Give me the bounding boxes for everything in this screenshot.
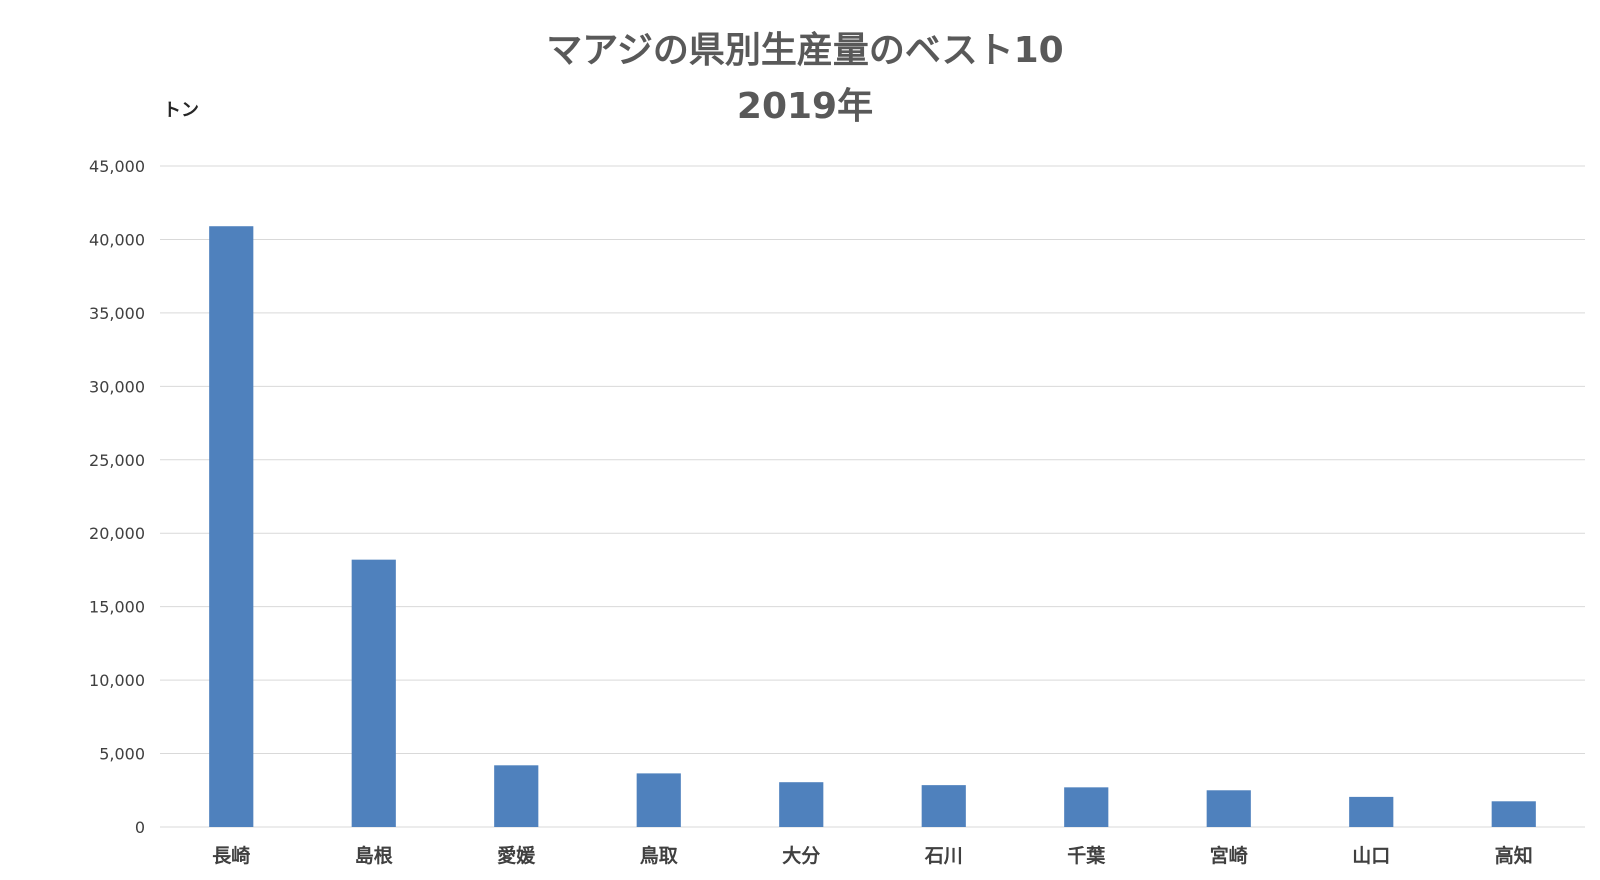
bar [1491, 801, 1536, 827]
y-tick-label: 35,000 [89, 304, 145, 323]
y-tick-label: 20,000 [89, 524, 145, 543]
x-tick-label: 高知 [1495, 844, 1533, 867]
bar [779, 782, 824, 827]
x-tick-label: 大分 [782, 844, 820, 867]
x-tick-label: 愛媛 [497, 844, 536, 867]
y-tick-label: 15,000 [89, 598, 145, 617]
x-tick-label: 鳥取 [640, 844, 678, 867]
bar [636, 773, 681, 827]
chart-subtitle: 2019年 [737, 86, 873, 127]
x-tick-label: 長崎 [212, 844, 250, 867]
x-tick-label: 宮崎 [1210, 844, 1248, 867]
y-tick-label: 30,000 [89, 377, 145, 396]
bar [209, 226, 254, 828]
y-tick-label: 40,000 [89, 230, 145, 249]
x-tick-label: 千葉 [1067, 845, 1106, 867]
bar [1064, 787, 1109, 827]
x-tick-label: 島根 [355, 844, 393, 867]
x-axis-ticks: 長崎 島根 愛媛 鳥取 大分 石川 千葉 宮崎 山口 高知 [212, 844, 1533, 867]
bar [494, 765, 539, 827]
y-tick-label: 25,000 [89, 451, 145, 470]
y-tick-label: 5,000 [99, 745, 145, 764]
y-tick-label: 45,000 [89, 157, 145, 176]
y-axis-ticks: 0 5,000 10,000 15,000 20,000 25,000 30,000 35,0… [89, 157, 145, 837]
y-axis-unit-label: トン [163, 100, 199, 121]
bar [1349, 796, 1394, 827]
x-tick-label: 石川 [924, 845, 963, 867]
bars [209, 226, 1536, 828]
bar [351, 559, 396, 827]
bar [921, 785, 966, 827]
chart-title: マアジの県別生産量のベスト10 [546, 30, 1063, 71]
y-tick-label: 0 [135, 818, 145, 837]
gridlines [160, 165, 1585, 828]
x-tick-label: 山口 [1352, 845, 1390, 867]
y-tick-label: 10,000 [89, 671, 145, 690]
bar [1206, 790, 1251, 827]
